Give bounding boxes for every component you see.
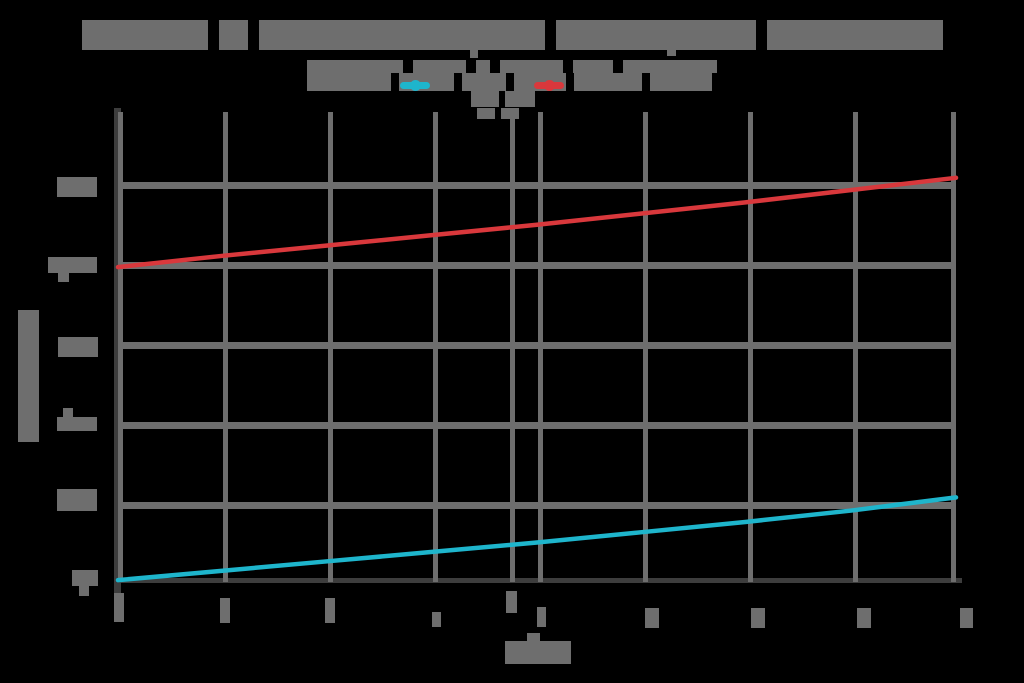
gridline-horizontal [118,342,956,349]
x-tick-label [220,598,230,623]
title-block [219,20,248,50]
title-descender [667,50,676,56]
subtitle-block [471,91,499,107]
x-tick-label [325,598,335,623]
chart-legend [0,56,1024,119]
gridline-vertical [748,112,753,582]
y-axis-title [18,310,39,442]
x-tick-label [645,608,659,628]
subtitle-block [623,60,717,73]
gridline-vertical [118,112,123,582]
x-tick-label [114,593,124,622]
x-tick-label [506,591,517,613]
y-tick-label [57,417,97,431]
x-tick-label [751,608,765,628]
gridline-vertical [510,112,515,582]
y-axis-spine [114,108,121,616]
gridline-vertical [951,112,956,582]
x-axis-title [505,641,571,664]
gridline-horizontal [118,502,956,509]
subtitle-block [500,60,563,73]
gridline-vertical [853,112,858,582]
y-tick-label [57,489,97,511]
title-block [82,20,208,50]
y-tick-label-ascender [63,408,73,419]
gridline-vertical [538,112,543,582]
chart-title [0,0,1024,58]
y-tick-label [58,337,98,357]
subtitle-block [573,60,613,73]
x-axis-title-ascender [527,633,540,642]
legend-marker-series-2 [400,80,430,91]
x-tick-label [537,607,546,627]
subtitle-block [476,60,490,73]
gridline-vertical [643,112,648,582]
subtitle-block [413,60,466,73]
gridline-vertical [328,112,333,582]
title-block [556,20,756,50]
x-tick-label [960,608,973,628]
title-block [259,20,545,50]
plot-area [118,112,956,582]
subtitle-block [505,91,535,107]
y-tick-label-descender [79,584,89,596]
y-tick-label-descender [58,270,69,282]
legend-label-series-2 [462,73,506,91]
x-tick-label [432,612,441,627]
title-block [767,20,943,50]
legend-label-series-2 [307,73,391,91]
legend-label-series-1 [574,73,642,91]
y-tick-label [57,177,97,197]
legend-marker-series-1 [534,80,564,91]
x-tick-label [857,608,871,628]
gridline-vertical [223,112,228,582]
gridline-vertical [433,112,438,582]
y-tick-label [48,257,97,273]
subtitle-block [307,60,403,73]
gridline-horizontal [118,182,956,189]
subtitle-block [477,108,495,119]
legend-label-series-1 [650,73,712,91]
title-descender [470,50,478,58]
gridline-horizontal [118,262,956,269]
y-tick-label [72,570,98,586]
gridline-horizontal [118,422,956,429]
